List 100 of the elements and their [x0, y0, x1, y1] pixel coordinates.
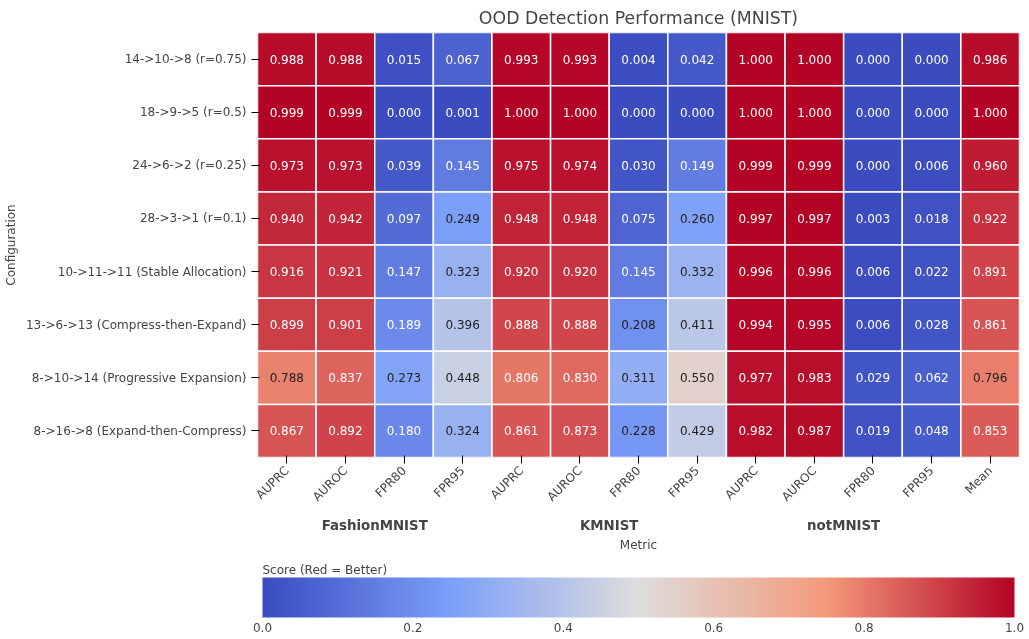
- data-label: 0.948: [562, 211, 598, 226]
- data-label: 0.986: [973, 52, 1008, 67]
- data-label: 1.000: [504, 105, 539, 120]
- color-bar-label: 1.0: [1004, 620, 1025, 635]
- data-label: 0.901: [328, 318, 363, 333]
- data-label: 0.996: [797, 265, 832, 280]
- data-label: 0.861: [504, 424, 539, 439]
- data-label: 0.019: [855, 424, 891, 439]
- data-label: 0.997: [797, 211, 832, 226]
- data-label: 0.323: [445, 265, 480, 280]
- data-label: 0.000: [855, 52, 891, 67]
- data-label: 0.189: [386, 318, 422, 333]
- data-label: 0.974: [562, 158, 598, 173]
- data-label: 0.097: [386, 211, 422, 226]
- data-label: 0.996: [738, 265, 773, 280]
- data-label: 0.982: [738, 424, 773, 439]
- data-label: 0.988: [269, 52, 304, 67]
- data-label: 0.004: [621, 52, 656, 67]
- data-label: 1.000: [738, 105, 773, 120]
- data-label: 0.999: [797, 158, 832, 173]
- data-label: 0.988: [328, 52, 363, 67]
- data-label: 0.993: [562, 52, 598, 67]
- y-tick-label: 18->9->5 (r=0.5): [139, 105, 247, 120]
- data-label: 0.015: [386, 52, 422, 67]
- data-label: 0.861: [973, 318, 1008, 333]
- data-label: 0.994: [738, 318, 773, 333]
- color-bar-label: 0.6: [704, 620, 724, 635]
- y-tick-label: 14->10->8 (r=0.75): [124, 52, 247, 67]
- color-bar-label: 0.2: [403, 620, 423, 635]
- data-label: 0.867: [269, 424, 304, 439]
- data-label: 0.006: [914, 158, 949, 173]
- data-label: 0.145: [445, 158, 480, 173]
- data-label: 0.899: [269, 318, 304, 333]
- data-label: 0.973: [328, 158, 363, 173]
- data-label: 0.028: [914, 318, 949, 333]
- data-label: 0.000: [679, 105, 715, 120]
- y-tick-label: 24->6->2 (r=0.25): [132, 158, 247, 173]
- data-label: 0.001: [445, 105, 480, 120]
- chart-title: OOD Detection Performance (MNIST): [478, 7, 799, 28]
- data-label: 0.000: [914, 52, 949, 67]
- data-label: 0.922: [973, 211, 1008, 226]
- data-label: 0.022: [914, 265, 949, 280]
- data-label: 0.940: [269, 211, 304, 226]
- data-label: 1.000: [797, 105, 832, 120]
- data-label: 0.147: [386, 265, 422, 280]
- data-label: 0.892: [328, 424, 363, 439]
- data-label: 0.916: [269, 265, 304, 280]
- data-label: 0.042: [679, 52, 715, 67]
- color-bar-label: 0.4: [553, 620, 573, 635]
- data-label: 0.260: [679, 211, 715, 226]
- data-label: 0.000: [621, 105, 656, 120]
- y-tick-label: 8->16->8 (Expand-then-Compress): [33, 423, 247, 438]
- data-label: 0.873: [562, 424, 598, 439]
- data-label: 0.030: [621, 158, 656, 173]
- data-label: 0.411: [679, 318, 715, 333]
- data-label: 0.942: [328, 211, 363, 226]
- text: KMNIST: [579, 517, 640, 533]
- data-label: 0.920: [504, 265, 539, 280]
- data-label: 0.249: [445, 211, 480, 226]
- data-label: 0.075: [621, 211, 656, 226]
- data-label: 0.999: [328, 105, 363, 120]
- data-label: 0.999: [738, 158, 773, 173]
- data-label: 0.853: [973, 424, 1008, 439]
- data-label: 0.920: [562, 265, 598, 280]
- y-tick-label: 13->6->13 (Compress-then-Expand): [25, 317, 247, 332]
- data-label: 0.888: [504, 318, 539, 333]
- data-label: 0.973: [269, 158, 304, 173]
- data-label: 0.948: [504, 211, 539, 226]
- data-label: 0.888: [562, 318, 598, 333]
- data-label: 0.429: [679, 424, 715, 439]
- data-label: 0.003: [855, 211, 891, 226]
- y-axis-title: Configuration: [3, 204, 18, 286]
- data-label: 0.000: [914, 105, 949, 120]
- data-label: 0.448: [445, 371, 480, 386]
- y-tick-label: 8->10->14 (Progressive Expansion): [31, 370, 247, 385]
- data-label: 0.332: [679, 265, 715, 280]
- data-label: 0.029: [855, 371, 891, 386]
- color-bar-title: Score (Red = Better): [262, 562, 388, 577]
- data-label: 1.000: [973, 105, 1008, 120]
- data-label: 0.837: [328, 371, 363, 386]
- data-label: 1.000: [562, 105, 598, 120]
- data-label: 0.987: [797, 424, 832, 439]
- data-label: 0.180: [386, 424, 422, 439]
- data-label: 0.006: [855, 265, 891, 280]
- data-label: 0.993: [504, 52, 539, 67]
- data-label: 0.997: [738, 211, 773, 226]
- color-bar-label: 0.8: [854, 620, 874, 635]
- data-label: 0.995: [797, 318, 832, 333]
- data-label: 0.983: [797, 371, 832, 386]
- data-label: 0.208: [621, 318, 656, 333]
- data-label: 0.975: [504, 158, 539, 173]
- data-label: 0.062: [914, 371, 949, 386]
- text: notMNIST: [807, 517, 882, 533]
- data-label: 0.000: [855, 105, 891, 120]
- data-label: 0.067: [445, 52, 480, 67]
- data-label: 0.960: [973, 158, 1008, 173]
- data-label: 0.145: [621, 265, 656, 280]
- data-label: 0.324: [445, 424, 480, 439]
- data-label: 0.006: [855, 318, 891, 333]
- data-label: 0.830: [562, 371, 598, 386]
